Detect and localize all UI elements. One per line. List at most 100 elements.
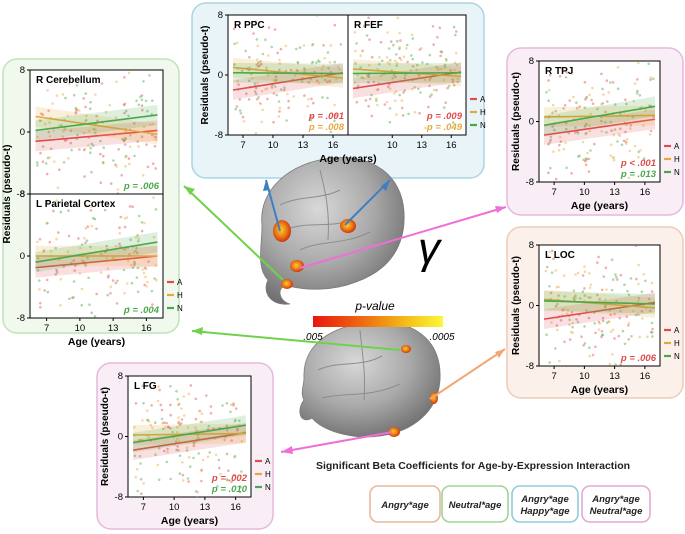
data-point	[48, 135, 52, 138]
data-point	[571, 331, 574, 335]
data-point	[134, 402, 138, 405]
data-point	[49, 250, 53, 253]
data-point	[392, 73, 396, 77]
data-point	[609, 313, 612, 317]
data-point	[605, 288, 608, 291]
data-point	[119, 215, 123, 219]
data-point	[62, 129, 65, 133]
data-point	[264, 38, 267, 41]
data-point	[388, 87, 392, 90]
data-point	[359, 66, 362, 69]
data-point	[446, 86, 449, 90]
data-point	[106, 293, 109, 297]
legend-label: H	[177, 291, 183, 300]
data-point	[142, 271, 146, 275]
data-point	[107, 274, 110, 278]
data-point	[395, 64, 398, 67]
data-point	[400, 106, 404, 110]
data-point	[233, 419, 237, 423]
data-point	[575, 101, 578, 104]
data-point	[393, 92, 396, 95]
data-point	[132, 251, 136, 254]
data-point	[259, 60, 262, 63]
data-point	[604, 266, 608, 270]
data-point	[375, 88, 379, 92]
arrow-to-cerebellum	[183, 185, 284, 281]
data-point	[641, 317, 644, 320]
data-point	[240, 470, 243, 473]
data-point	[254, 20, 257, 24]
data-point	[605, 79, 609, 82]
data-point	[188, 465, 192, 468]
data-point	[72, 280, 76, 283]
data-point	[630, 335, 633, 338]
data-point	[55, 199, 58, 202]
data-point	[234, 407, 238, 410]
data-point	[389, 59, 392, 62]
data-point	[79, 246, 82, 250]
data-point	[600, 288, 604, 292]
data-point	[639, 149, 642, 152]
data-point	[142, 482, 145, 485]
data-point	[123, 138, 127, 141]
data-point	[609, 120, 612, 124]
data-point	[161, 427, 165, 431]
x-tick-label: 13	[200, 502, 211, 513]
data-point	[59, 277, 63, 281]
data-point	[256, 81, 259, 85]
data-point	[122, 139, 126, 142]
data-point	[580, 335, 583, 339]
data-point	[322, 64, 325, 68]
data-point	[223, 438, 226, 442]
data-point	[615, 299, 618, 303]
data-point	[322, 44, 325, 47]
data-point	[90, 224, 94, 228]
data-point	[275, 78, 278, 82]
data-point	[647, 297, 651, 301]
data-point	[136, 266, 140, 270]
data-point	[80, 259, 84, 262]
data-point	[141, 268, 144, 271]
data-point	[456, 77, 460, 81]
data-point	[260, 62, 263, 66]
data-point	[558, 135, 562, 139]
x-axis-label: Age (years)	[68, 336, 125, 348]
data-point	[619, 127, 622, 130]
data-point	[625, 142, 628, 145]
data-point	[581, 140, 585, 144]
data-point	[260, 89, 264, 93]
data-point	[150, 404, 153, 407]
data-point	[637, 155, 640, 159]
chart-title: L FG	[134, 381, 157, 392]
data-point	[154, 167, 157, 170]
data-point	[642, 273, 646, 276]
legend-box-frame	[369, 485, 441, 523]
data-point	[177, 403, 180, 407]
data-point	[137, 237, 141, 240]
data-point	[303, 67, 306, 70]
data-point	[444, 101, 448, 104]
data-point	[123, 247, 127, 251]
data-point	[94, 93, 97, 96]
data-point	[387, 47, 391, 50]
data-point	[372, 80, 376, 84]
data-point	[562, 274, 566, 277]
data-point	[182, 395, 185, 398]
data-point	[84, 120, 87, 123]
data-point	[627, 321, 631, 325]
x-tick-label: 7	[141, 502, 146, 513]
data-point	[560, 67, 563, 70]
data-point	[550, 321, 553, 324]
data-point	[149, 423, 153, 427]
x-tick-label: 7	[551, 371, 556, 382]
data-point	[48, 156, 52, 159]
data-point	[627, 176, 631, 180]
data-point	[84, 241, 87, 245]
y-tick-label: -8	[526, 177, 534, 188]
data-point	[554, 347, 557, 350]
data-point	[610, 258, 614, 262]
p-value-label: p = .009	[426, 111, 463, 122]
data-point	[56, 270, 59, 274]
data-point	[604, 298, 607, 302]
data-point	[52, 129, 55, 132]
